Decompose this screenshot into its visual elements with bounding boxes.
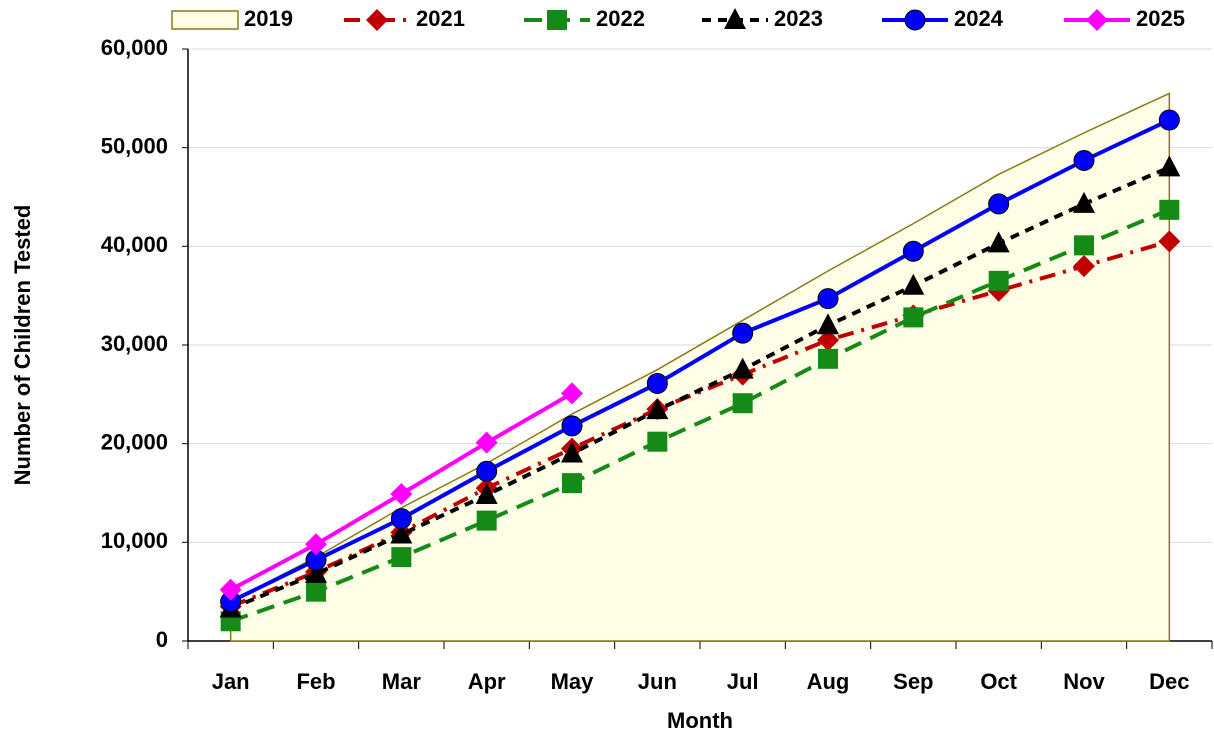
x-tick-label: Oct [980,669,1017,694]
marker [817,288,839,310]
marker [390,482,413,505]
marker [646,372,668,394]
marker [902,273,925,295]
x-tick-label: Apr [468,669,506,694]
y-tick-label: 0 [156,627,168,652]
legend-marker [366,9,388,31]
marker [306,581,326,602]
marker [561,441,583,463]
marker [305,561,327,583]
line [229,118,1171,604]
marker [1158,155,1181,177]
marker [988,193,1010,215]
legend-marker [904,9,926,31]
legend-swatch [171,10,239,30]
x-tick-label: Mar [382,669,422,694]
marker [561,415,583,437]
line [230,207,1171,624]
marker [1074,235,1094,256]
y-axis-title: Number of Children Tested [10,205,35,486]
x-tick-label: Nov [1063,669,1105,694]
line [229,165,1171,611]
marker [732,322,754,344]
marker [1158,109,1180,131]
x-axis-title: Month [667,708,733,733]
marker [1073,191,1095,213]
marker [732,393,753,414]
marker [390,508,412,530]
x-tick-label: Jul [727,669,759,694]
marker [731,357,754,379]
marker [647,431,668,452]
marker [818,348,838,369]
marker [646,398,669,420]
marker [817,329,839,352]
marker [1158,230,1181,253]
legend-marker [724,8,746,29]
marker [1159,199,1180,220]
y-tick-label: 20,000 [101,429,168,454]
x-tick-label: Jan [212,669,250,694]
y-tick-label: 50,000 [101,133,168,158]
legend-label: 2021 [416,6,465,31]
legend-label: 2022 [596,6,645,31]
marker [817,313,839,335]
marker [988,270,1009,291]
x-tick-label: Feb [296,669,335,694]
x-tick-label: Aug [807,669,850,694]
marker [219,578,242,601]
marker [561,382,583,405]
marker [902,240,924,262]
legend-label: 2023 [774,6,823,31]
legend-label: 2024 [954,6,1004,31]
marker [390,522,413,544]
marker [1073,255,1095,278]
y-tick-label: 30,000 [101,331,168,356]
marker [475,482,498,504]
marker [476,510,497,531]
x-tick-label: May [551,669,595,694]
marker [987,231,1010,253]
y-tick-label: 60,000 [101,35,168,60]
y-tick-label: 40,000 [101,232,168,257]
marker [305,533,327,556]
legend-label: 2025 [1136,6,1185,31]
marker [1073,149,1095,171]
marker [475,431,498,454]
marker [903,307,924,328]
marker [562,473,582,494]
marker [476,460,498,482]
legend-marker [1086,9,1108,31]
legend-marker [547,10,567,30]
x-tick-label: Dec [1149,669,1189,694]
y-tick-label: 10,000 [101,528,168,553]
x-tick-label: Sep [893,669,933,694]
x-tick-label: Jun [638,669,677,694]
area [229,92,1171,642]
marker [391,547,412,568]
legend-label: 2019 [244,6,293,31]
